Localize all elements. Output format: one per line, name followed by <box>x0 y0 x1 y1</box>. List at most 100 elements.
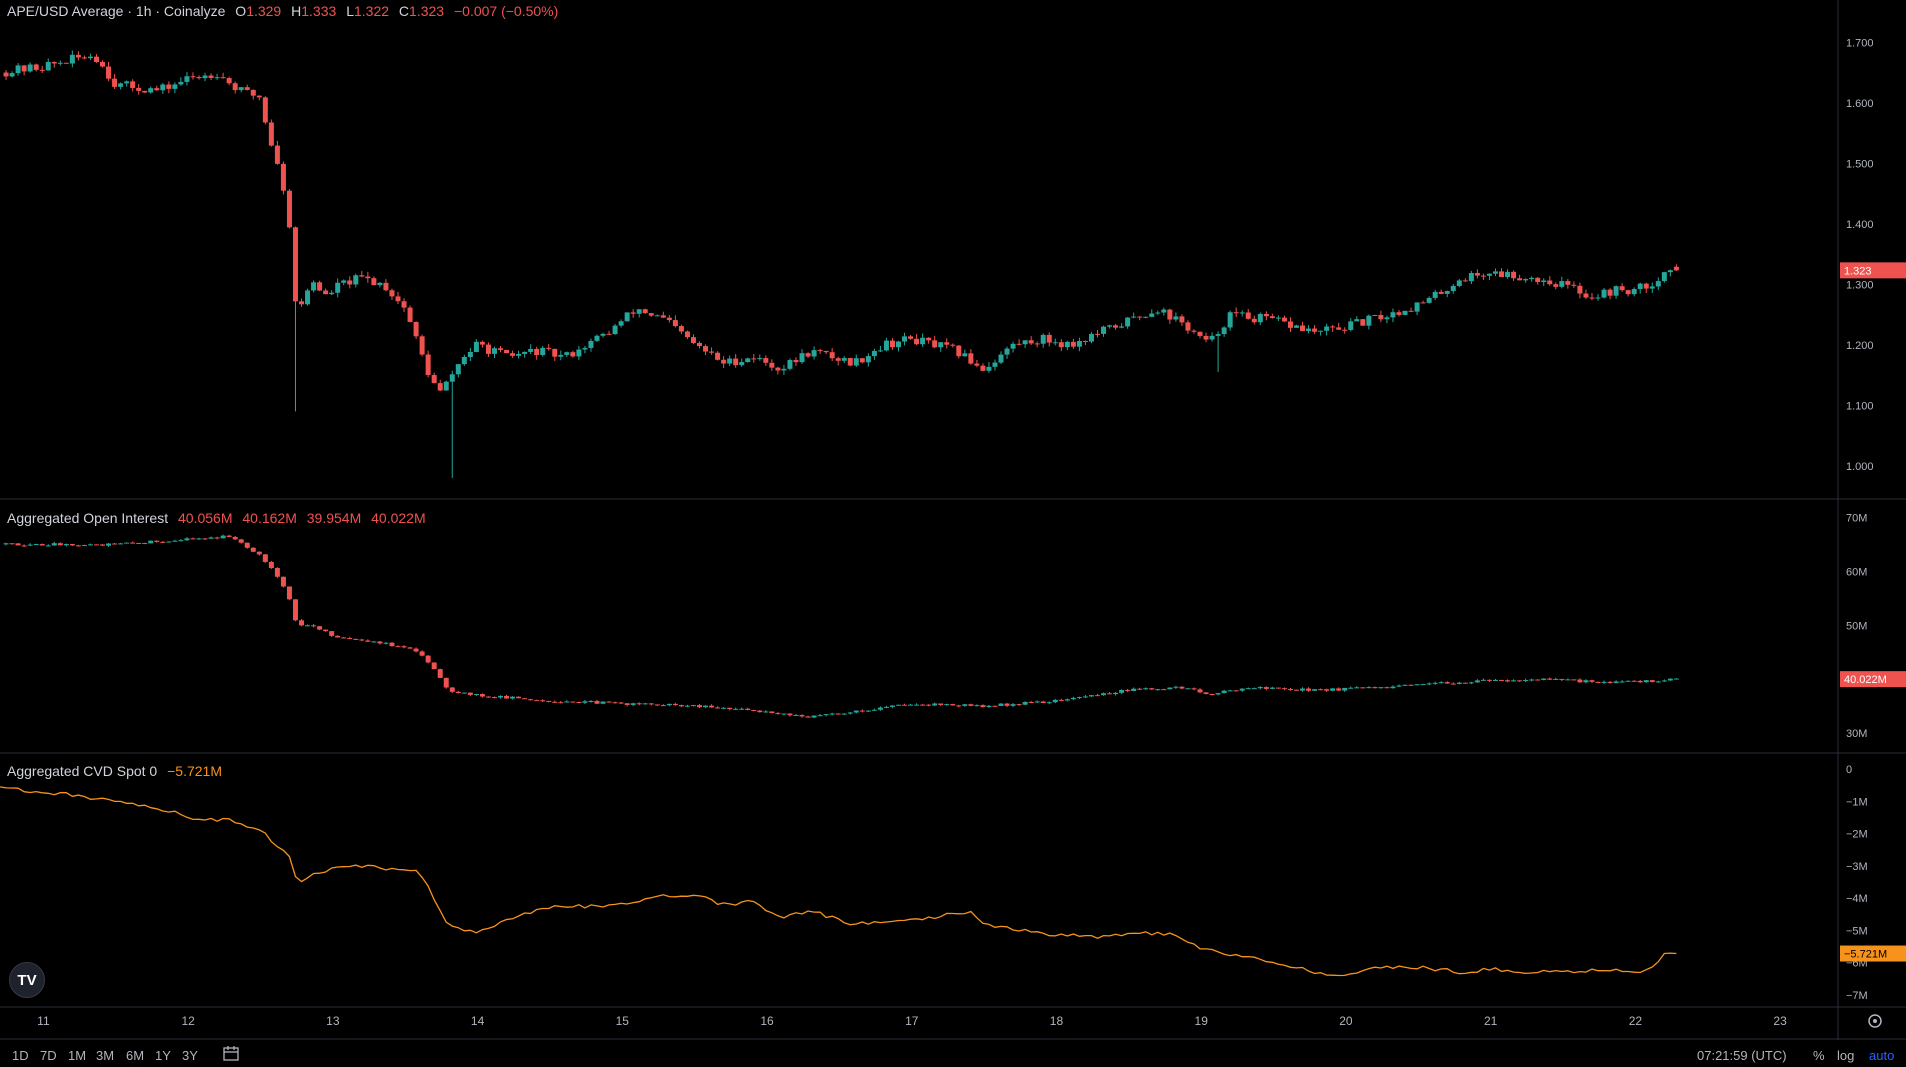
candle-body <box>1589 297 1595 299</box>
candle-body <box>721 707 727 709</box>
candle-body <box>1444 290 1450 294</box>
cvd-pane-legend: Aggregated CVD Spot 0 −5.721M <box>7 763 228 779</box>
symbol-title[interactable]: APE/USD Average · 1h · Coinalyze <box>7 3 226 19</box>
candle-body <box>1619 286 1625 291</box>
candle-body <box>534 700 540 702</box>
candle-body <box>962 353 968 357</box>
time-tick-label: 16 <box>760 1014 774 1028</box>
candle-body <box>920 704 926 706</box>
candle-body <box>226 535 232 537</box>
candle-body <box>1119 690 1125 693</box>
candle-body <box>1016 343 1022 345</box>
candle-body <box>498 695 504 698</box>
candle-body <box>75 545 81 547</box>
candle-body <box>407 307 413 322</box>
candle-body <box>1215 334 1221 336</box>
cvd-series <box>0 786 1677 977</box>
candle-body <box>335 635 341 638</box>
candle-body <box>1438 291 1444 294</box>
candle-body <box>1149 313 1155 317</box>
candle-body <box>660 705 666 707</box>
candle-body <box>690 705 696 707</box>
timeframe-6m[interactable]: 6M <box>126 1048 145 1063</box>
candle-body <box>690 337 696 343</box>
candle-body <box>678 326 684 332</box>
auto-toggle[interactable]: auto <box>1869 1048 1895 1063</box>
date-range-icon[interactable] <box>222 1044 240 1065</box>
candle-body <box>274 145 280 164</box>
candle-body <box>184 76 190 82</box>
candle-body <box>377 282 383 286</box>
candle-body <box>504 349 510 354</box>
candle-body <box>974 705 980 707</box>
timeframe-3y[interactable]: 3Y <box>182 1048 198 1063</box>
candle-body <box>1215 693 1221 695</box>
candle-body <box>220 77 226 79</box>
candle-body <box>286 586 292 600</box>
price-last-value-badge-bg <box>1840 262 1906 279</box>
cvd-title[interactable]: Aggregated CVD Spot 0 <box>7 763 158 779</box>
candle-body <box>1408 684 1414 686</box>
candle-body <box>1306 328 1312 332</box>
percent-toggle[interactable]: % <box>1813 1048 1825 1063</box>
candle-body <box>262 97 268 123</box>
candle-body <box>853 710 859 713</box>
candle-body <box>1245 688 1251 690</box>
candle-body <box>1480 275 1486 277</box>
candle-body <box>781 368 787 371</box>
timeframe-1d[interactable]: 1D <box>12 1048 29 1063</box>
timeframe-7d[interactable]: 7D <box>40 1048 57 1063</box>
candle-body <box>323 629 329 632</box>
candle-body <box>431 662 437 670</box>
oi-candles <box>3 534 1679 719</box>
candle-body <box>1076 697 1082 699</box>
candle-body <box>1625 680 1631 682</box>
candle-body <box>365 640 371 642</box>
utc-clock[interactable]: 07:21:59 (UTC) <box>1697 1048 1787 1063</box>
candle-body <box>136 87 142 91</box>
timeframe-1m[interactable]: 1M <box>68 1048 87 1063</box>
candle-body <box>299 301 305 305</box>
candle-body <box>805 716 811 718</box>
candle-body <box>1173 316 1179 320</box>
candle-body <box>865 356 871 363</box>
candle-body <box>642 309 648 314</box>
candle-body <box>3 543 9 545</box>
oi-tick-label: 30M <box>1846 728 1867 740</box>
candle-body <box>81 545 87 547</box>
tradingview-logo-icon[interactable]: TV <box>9 962 45 998</box>
candle-body <box>1324 689 1330 691</box>
candle-body <box>45 545 51 547</box>
candle-body <box>847 712 853 714</box>
price-tick-label: 1.700 <box>1846 37 1874 49</box>
settings-gear-icon[interactable] <box>1868 1014 1882 1028</box>
timeframe-3m[interactable]: 3M <box>96 1048 115 1063</box>
candle-body <box>1517 680 1523 682</box>
candle-body <box>956 705 962 707</box>
candle-body <box>642 703 648 705</box>
candle-body <box>871 350 877 357</box>
candle-body <box>895 341 901 348</box>
log-toggle[interactable]: log <box>1837 1048 1855 1063</box>
oi-high-value: 40.162M <box>242 510 297 526</box>
candle-body <box>395 646 401 648</box>
price-tick-label: 1.200 <box>1846 340 1874 352</box>
candle-body <box>190 76 196 78</box>
ohlc-high-label: H <box>291 3 302 19</box>
candle-body <box>274 568 280 577</box>
candle-body <box>883 340 889 351</box>
ohlc-open-label: O <box>235 3 247 19</box>
candle-body <box>1396 685 1402 687</box>
candle-body <box>672 703 678 706</box>
candle-body <box>1486 273 1492 276</box>
candle-body <box>793 360 799 363</box>
time-tick-label: 14 <box>471 1014 485 1028</box>
candle-body <box>1137 688 1143 690</box>
candle-body <box>1052 342 1058 344</box>
oi-title[interactable]: Aggregated Open Interest <box>7 510 169 526</box>
candle-body <box>1511 680 1517 682</box>
candle-body <box>606 701 612 703</box>
candle-body <box>528 699 534 701</box>
timeframe-1y[interactable]: 1Y <box>155 1048 171 1063</box>
